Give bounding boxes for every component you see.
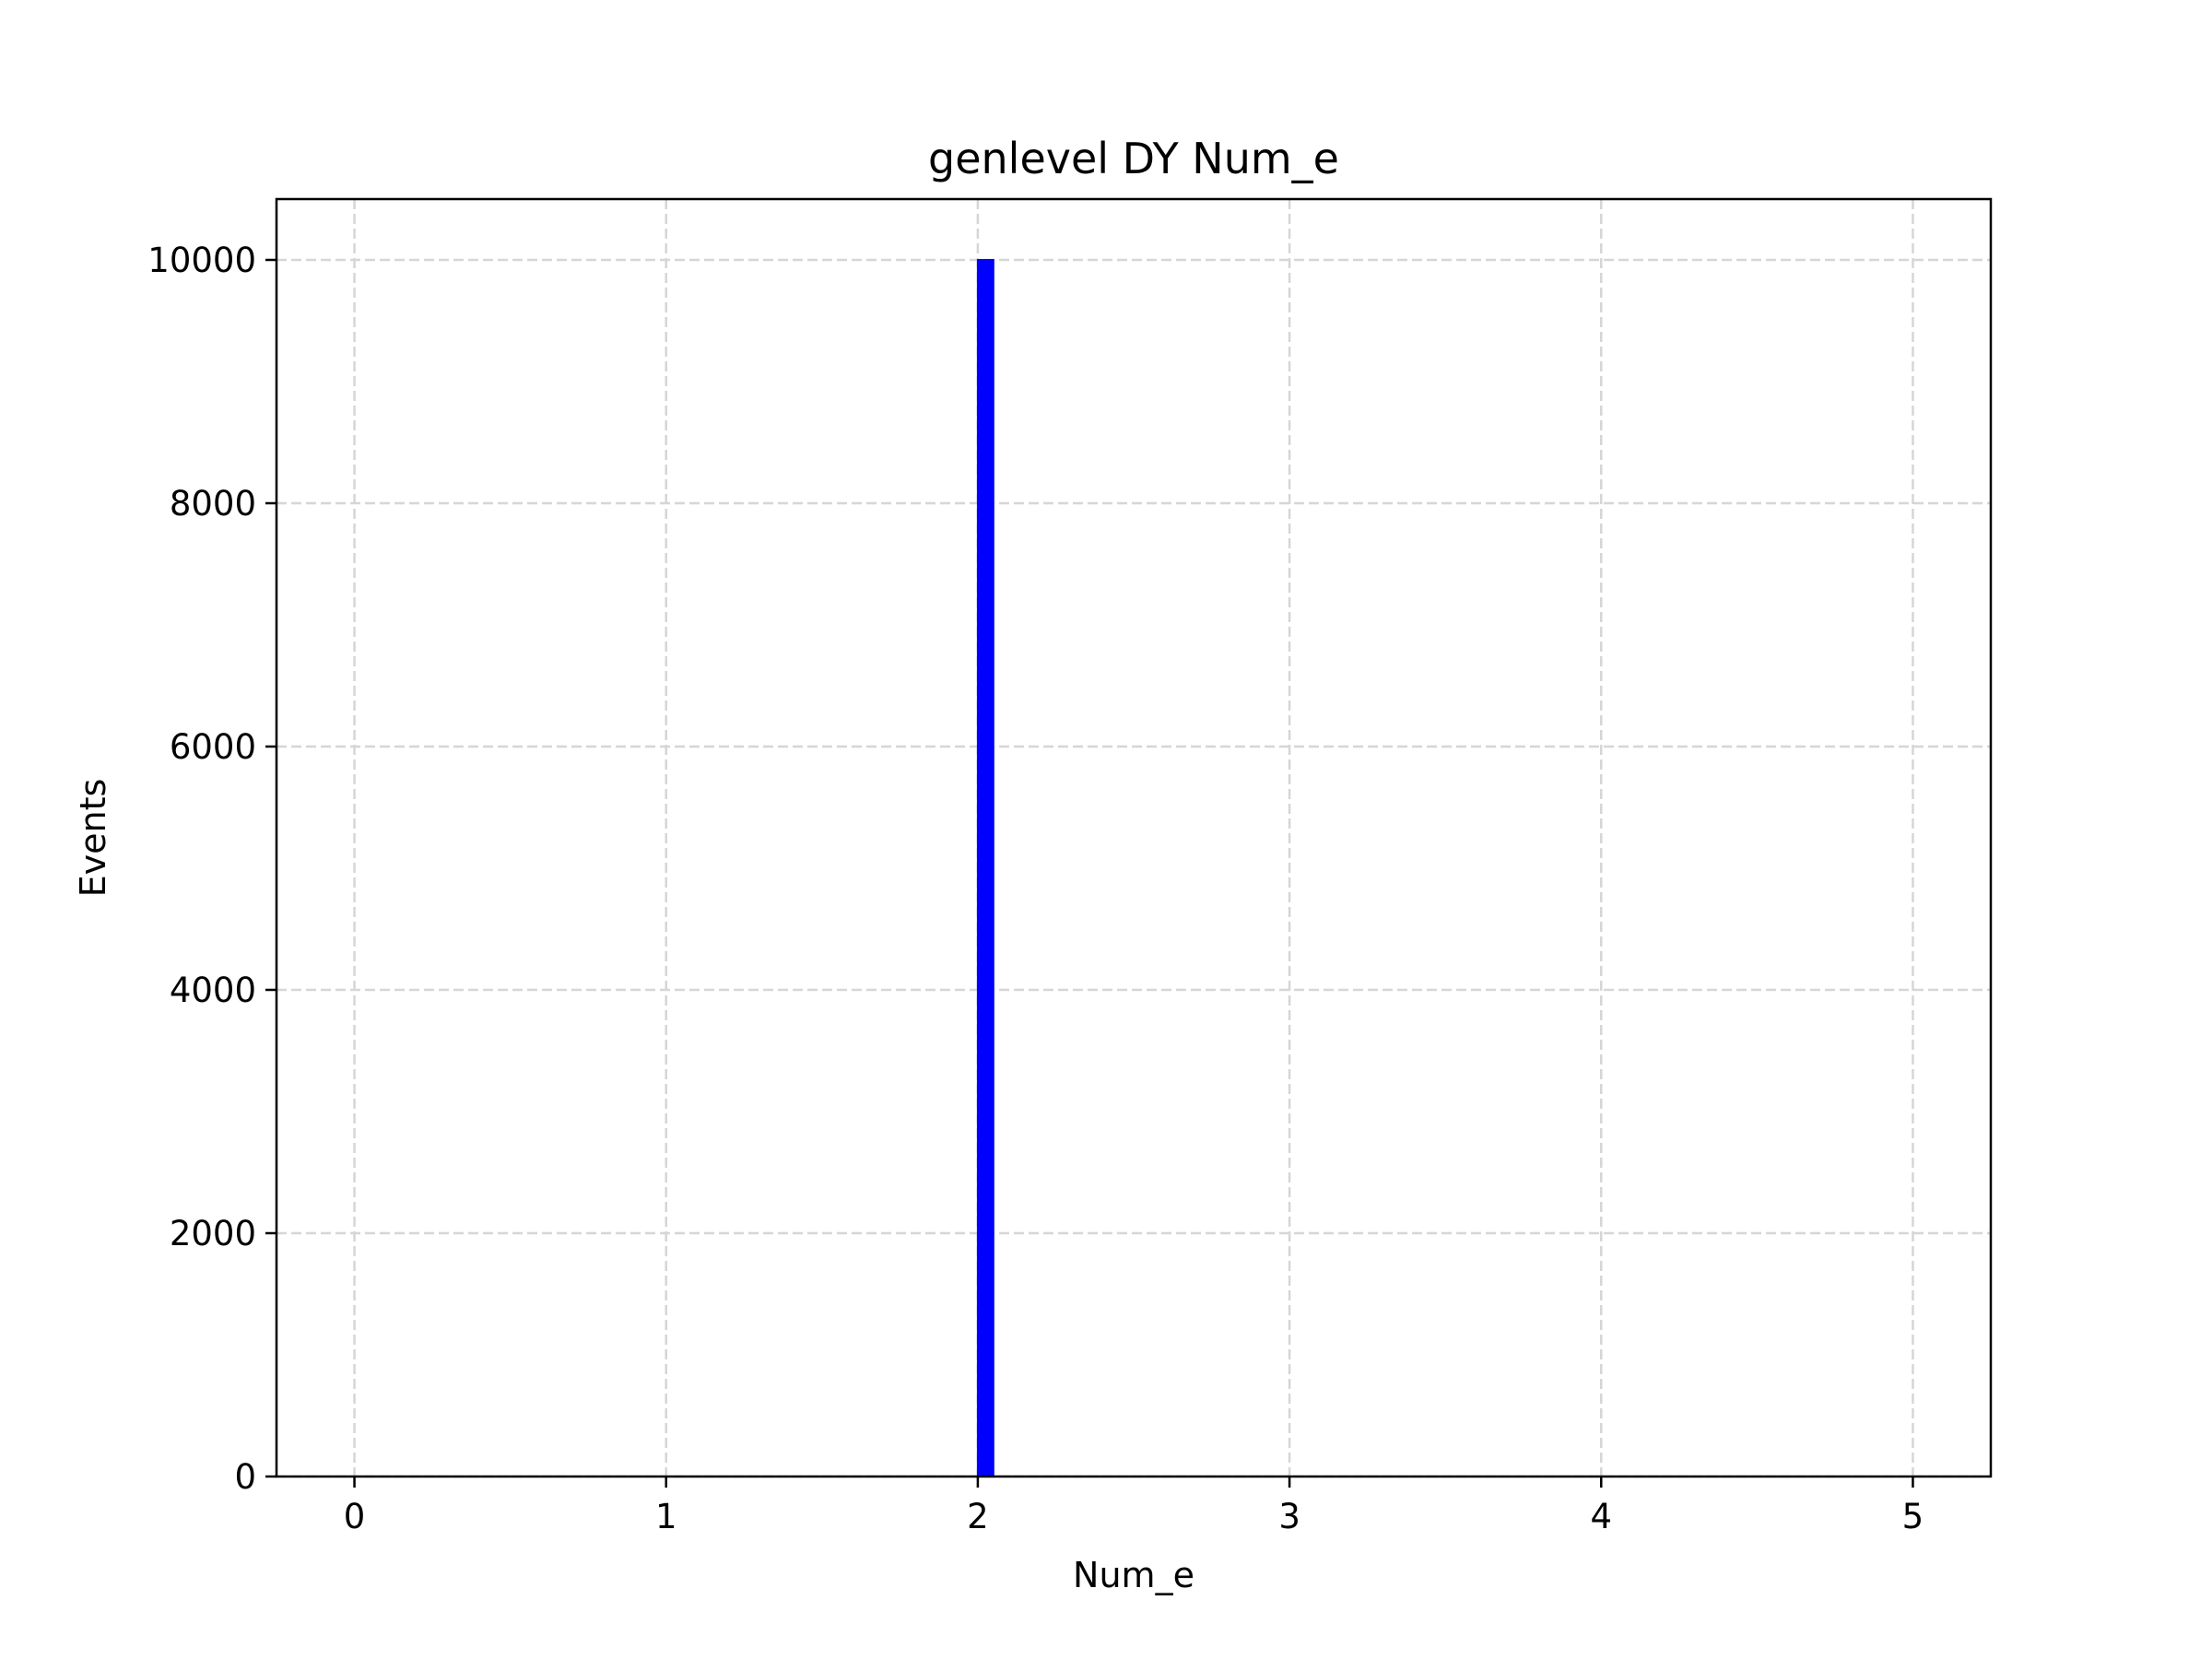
y-tick-label-0: 0 [234,1457,256,1497]
histogram-bar-0 [976,259,994,1477]
x-axis-label: Num_e [1073,1555,1194,1595]
y-tick-label-2: 4000 [170,971,256,1010]
x-tick-label-1: 1 [655,1497,677,1536]
x-tick-label-2: 2 [967,1497,989,1536]
chart-title: genlevel DY Num_e [928,134,1339,183]
x-tick-label-3: 3 [1278,1497,1300,1536]
x-tick-label-5: 5 [1902,1497,1924,1536]
y-tick-label-1: 2000 [170,1214,256,1253]
x-tick-label-4: 4 [1590,1497,1612,1536]
axis-ticks [265,258,1914,1488]
y-axis-label: Events [73,779,113,898]
y-tick-label-4: 8000 [170,484,256,524]
y-tick-label-5: 10000 [147,241,256,280]
histogram-bars [976,259,994,1477]
x-tick-label-0: 0 [344,1497,366,1536]
y-tick-label-3: 6000 [170,727,256,767]
plot-frame [275,197,1993,1478]
